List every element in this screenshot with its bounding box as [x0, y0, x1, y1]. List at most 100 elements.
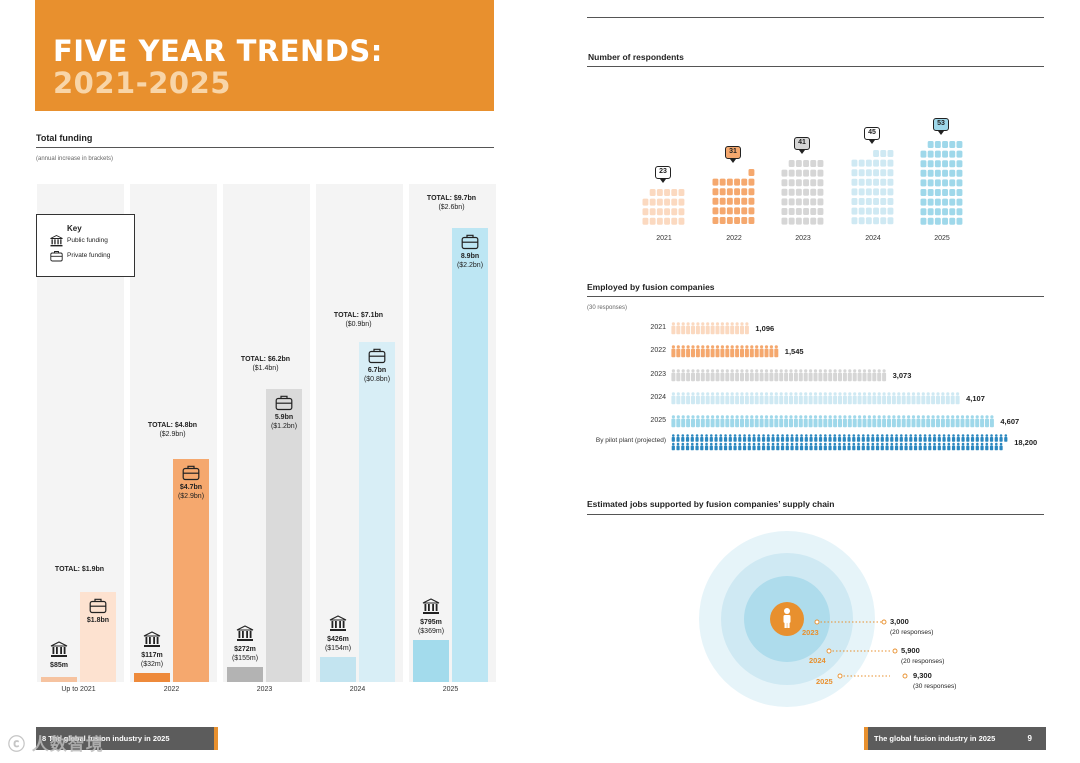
supply-value-2023-note: (20 responses)	[890, 629, 934, 636]
person-mark	[700, 415, 705, 428]
employed-value: 4,107	[966, 394, 985, 403]
supply-year-2024: 2024	[809, 656, 826, 665]
person-mark	[740, 345, 744, 358]
employed-value: 1,545	[784, 347, 804, 356]
employed-value: 3,073	[892, 371, 912, 380]
person-mark	[715, 415, 720, 428]
person-mark	[771, 442, 775, 451]
respondent-year-label: 2025	[934, 235, 950, 242]
person-mark	[676, 434, 680, 442]
respondent-mark	[873, 150, 880, 158]
briefcase-icon	[50, 251, 63, 262]
person-mark	[769, 345, 774, 358]
person-mark	[700, 369, 705, 382]
supply-value-2024-note: (20 responses)	[901, 658, 945, 665]
bank-icon	[50, 641, 68, 657]
respondent-mark	[956, 198, 963, 206]
respondent-mark	[866, 207, 873, 215]
respondent-mark	[810, 188, 817, 196]
person-mark	[867, 369, 872, 382]
respondent-mark	[928, 198, 934, 206]
respondent-count-badge: 45	[864, 127, 880, 145]
respondent-year-label: 2024	[865, 235, 881, 242]
person-mark	[676, 322, 681, 335]
person-mark	[885, 442, 889, 451]
person-mark	[757, 442, 761, 451]
person-mark	[754, 369, 759, 382]
respondent-mark	[796, 169, 803, 177]
supply-year-2023: 2023	[802, 628, 819, 637]
person-mark	[828, 434, 832, 442]
respondent-mark	[817, 217, 824, 225]
employed-icons-2021	[671, 322, 749, 335]
person-mark	[744, 415, 749, 428]
respondent-mark	[873, 169, 880, 177]
person-mark	[838, 369, 842, 382]
person-mark	[899, 442, 903, 451]
person-mark	[828, 442, 832, 451]
person-mark	[862, 369, 867, 382]
person-mark	[911, 415, 916, 428]
person-mark	[779, 369, 784, 382]
person-mark	[909, 442, 913, 451]
respondent-mark	[880, 198, 887, 206]
person-mark	[769, 392, 774, 405]
respondent-mark	[880, 178, 887, 186]
person-mark	[795, 434, 799, 442]
person-mark	[759, 392, 764, 405]
person-mark	[769, 415, 774, 428]
person-mark	[733, 442, 737, 451]
person-mark	[931, 415, 936, 428]
employed-icons-pilot	[671, 434, 1008, 451]
respondent-mark	[887, 217, 894, 225]
person-mark	[749, 345, 754, 358]
respondent-mark	[880, 150, 887, 158]
person-mark	[857, 369, 862, 382]
respondent-mark	[873, 159, 880, 167]
person-mark	[730, 369, 735, 382]
employed-year-label: 2024	[650, 394, 666, 401]
person-mark	[705, 392, 710, 405]
funding-axis-label: 2025	[442, 686, 459, 693]
private-funding-bar	[452, 228, 488, 682]
person-mark	[877, 392, 882, 405]
respondent-mark	[741, 188, 748, 196]
person-mark	[719, 434, 723, 442]
respondent-mark	[942, 159, 949, 167]
footer-left: 8 The global fusion industry in 2025	[36, 727, 218, 750]
respondent-mark	[866, 169, 873, 177]
person-mark	[686, 392, 691, 405]
person-mark	[918, 434, 922, 442]
person-mark	[803, 369, 808, 382]
private-funding-bar	[266, 389, 302, 682]
person-mark	[856, 442, 861, 451]
briefcase-icon	[89, 598, 107, 614]
respondent-mark	[720, 198, 726, 206]
person-mark	[847, 415, 852, 428]
employed-icons-2024	[671, 392, 960, 405]
person-mark	[857, 392, 862, 405]
respondent-mark	[817, 178, 824, 186]
person-mark	[803, 415, 808, 428]
person-mark	[818, 442, 823, 451]
respondent-mark	[887, 198, 894, 206]
person-mark	[691, 392, 695, 405]
respondent-mark	[781, 188, 788, 196]
person-mark	[882, 415, 887, 428]
person-mark	[789, 415, 793, 428]
public-funding-bar	[320, 657, 356, 682]
person-mark	[828, 415, 833, 428]
person-mark	[798, 392, 803, 405]
person-mark	[725, 369, 730, 382]
person-mark	[847, 442, 851, 451]
person-mark	[705, 322, 710, 335]
person-mark	[809, 434, 813, 442]
person-mark	[695, 345, 700, 358]
private-funding-increase: ($2.9bn)	[177, 493, 205, 500]
respondent-mark	[803, 207, 810, 215]
person-mark	[695, 415, 700, 428]
person-mark	[852, 415, 857, 428]
person-mark	[808, 369, 813, 382]
respondent-mark	[781, 217, 788, 225]
respondent-mark	[859, 178, 865, 186]
